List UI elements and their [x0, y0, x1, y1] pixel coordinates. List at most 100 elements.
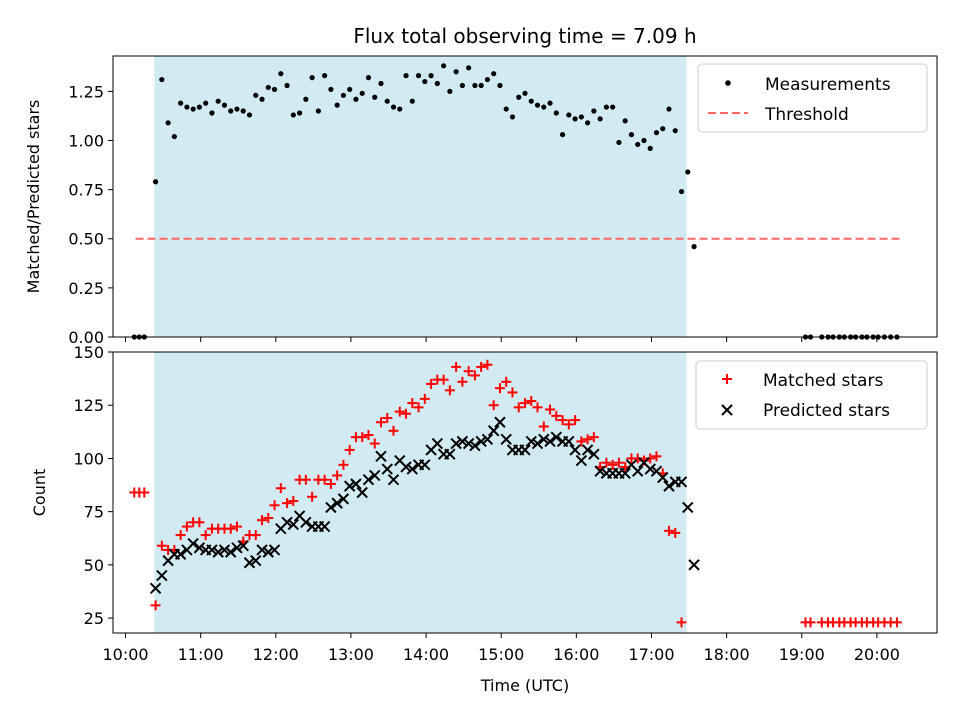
matched-stars-point — [507, 387, 518, 398]
x-tick-label: 16:00 — [553, 645, 599, 664]
matched-stars-point — [175, 530, 186, 541]
bottom-observing-interval-shade — [154, 352, 687, 633]
predicted-stars-point — [149, 582, 162, 595]
legend-measurements-marker — [725, 80, 731, 86]
predicted-stars-point — [187, 537, 199, 550]
matched-stars-point — [601, 457, 612, 468]
bottom-legend-box — [695, 360, 928, 430]
predicted-stars-point — [688, 559, 700, 571]
matched-stars-point — [670, 527, 681, 538]
predicted-stars-point — [243, 557, 256, 569]
measurement-point — [628, 132, 635, 138]
measurement-point — [384, 98, 390, 104]
measurement-point — [672, 128, 678, 134]
measurement-point — [328, 86, 334, 93]
top-y-tick-label: 0.00 — [68, 328, 104, 347]
measurement-point — [472, 82, 478, 89]
predicted-stars-point — [193, 542, 206, 554]
matched-stars-point — [526, 395, 537, 406]
measurement-point — [547, 100, 553, 106]
measurement-point — [353, 96, 359, 102]
matched-stars-point — [563, 419, 574, 430]
matched-stars-point — [156, 540, 167, 551]
matched-stars-point — [269, 500, 280, 511]
predicted-stars-point — [588, 448, 600, 460]
predicted-stars-point — [481, 433, 494, 445]
measurement-point — [240, 108, 246, 114]
x-tick-label: 10:00 — [102, 645, 148, 664]
measurement-point — [253, 92, 259, 98]
matched-stars-point — [426, 378, 437, 389]
predicted-stars-point — [575, 454, 588, 467]
predicted-stars-point — [631, 465, 644, 477]
predicted-stars-point — [550, 431, 563, 443]
predicted-stars-point — [563, 435, 575, 448]
predicted-stars-point — [331, 497, 343, 509]
measurement-point — [271, 86, 278, 93]
legend-matched-label: Matched stars — [763, 371, 883, 391]
predicted-stars-point — [212, 546, 224, 558]
predicted-stars-point — [675, 476, 688, 488]
predicted-stars-point — [225, 546, 237, 558]
measurement-point — [190, 106, 196, 112]
x-tick-label: 14:00 — [403, 645, 449, 664]
matched-stars-point — [419, 393, 430, 404]
legend-predicted-marker — [721, 404, 733, 416]
measurement-point — [447, 88, 453, 94]
measurement-point — [522, 90, 528, 96]
matched-stars-point — [382, 412, 393, 423]
predicted-stars-point — [375, 450, 387, 463]
predicted-stars-point — [250, 554, 262, 567]
measurement-point — [340, 92, 347, 98]
measurement-point — [484, 76, 491, 83]
matched-stars-point — [282, 498, 293, 509]
bottom-y-tick-label: 150 — [73, 343, 104, 362]
measurement-point — [403, 73, 409, 79]
measurement-point — [516, 94, 522, 100]
measurement-point — [246, 112, 253, 118]
measurement-point — [616, 139, 622, 146]
measurement-point — [641, 137, 647, 144]
matched-stars-point — [363, 430, 374, 441]
measurement-point — [585, 120, 591, 126]
predicted-stars-point — [538, 433, 550, 445]
matched-stars-point — [551, 410, 562, 421]
measurement-point — [497, 82, 503, 89]
matched-stars-point — [307, 491, 318, 502]
predicted-stars-point — [337, 493, 350, 505]
matched-stars-point — [532, 402, 543, 413]
measurement-point — [259, 96, 265, 102]
matched-stars-point — [319, 474, 330, 485]
legend-x-glyph — [721, 404, 733, 416]
measurement-point — [196, 104, 203, 110]
measurement-point — [303, 96, 309, 102]
measurement-point — [566, 112, 572, 118]
predicted-stars-point — [519, 444, 531, 456]
legend-measurements-label: Measurements — [765, 75, 891, 95]
matched-stars-point — [401, 408, 412, 419]
bottom-legend: Matched stars Predicted stars — [695, 360, 928, 430]
matched-stars-point — [891, 617, 902, 628]
matched-stars-point — [463, 366, 474, 377]
x-tick-label: 11:00 — [178, 645, 224, 664]
matched-stars-point — [520, 398, 530, 409]
measurement-point — [415, 73, 422, 79]
measurement-point — [434, 80, 440, 87]
measurement-point — [591, 108, 597, 114]
bottom-y-tick-label: 100 — [73, 449, 104, 468]
matched-stars-point — [338, 459, 349, 470]
matched-stars-point — [676, 617, 687, 628]
measurement-point — [390, 104, 397, 110]
matched-stars-point — [413, 402, 424, 413]
measurement-point — [215, 98, 221, 104]
predicted-stars-point — [268, 544, 281, 556]
predicted-stars-point — [231, 542, 243, 554]
measurement-point — [322, 73, 328, 79]
matched-stars-point — [139, 487, 150, 498]
top-y-tick-label: 0.25 — [68, 279, 104, 298]
legend-predicted-label: Predicted stars — [763, 401, 890, 421]
predicted-stars-point — [281, 516, 293, 529]
x-tick-label: 17:00 — [628, 645, 674, 664]
top-legend: Measurements Threshold — [697, 63, 928, 133]
